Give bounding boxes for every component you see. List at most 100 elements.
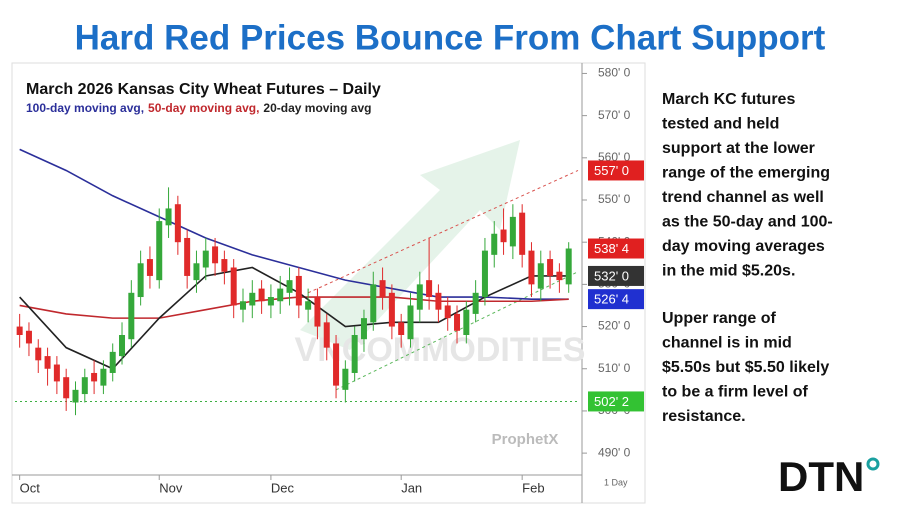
candle-body bbox=[286, 280, 293, 293]
price-label: 557' 0 bbox=[594, 163, 629, 178]
candle-body bbox=[426, 280, 433, 298]
candle-body bbox=[221, 259, 228, 272]
watermark: VNCOMMODITIES bbox=[295, 331, 586, 369]
candle-body bbox=[323, 322, 330, 348]
candle-body bbox=[547, 259, 554, 276]
candle-body bbox=[212, 246, 219, 264]
candle-body bbox=[72, 389, 79, 403]
commentary: March KC futures tested and held support a… bbox=[662, 91, 833, 425]
candle-body bbox=[491, 233, 498, 255]
commentary-line: March KC futures bbox=[662, 91, 795, 108]
x-tick-label: Dec bbox=[271, 480, 295, 495]
candle-body bbox=[481, 250, 488, 298]
candle-body bbox=[109, 351, 116, 373]
candle-body bbox=[500, 229, 507, 243]
candle-body bbox=[249, 292, 256, 306]
candle-body bbox=[258, 288, 265, 302]
candle-body bbox=[230, 267, 237, 306]
y-tick-label: 580' 0 bbox=[598, 66, 631, 80]
candle-body bbox=[63, 377, 70, 399]
candle-body bbox=[165, 208, 172, 226]
price-label-box bbox=[588, 160, 644, 181]
price-label-box bbox=[588, 265, 644, 286]
candle-body bbox=[444, 305, 451, 319]
candle-body bbox=[472, 292, 479, 314]
candle-body bbox=[156, 221, 163, 281]
price-label-box bbox=[588, 238, 644, 259]
price-label: 532' 0 bbox=[594, 268, 629, 283]
candle-body bbox=[528, 250, 535, 285]
x-tick-label: Nov bbox=[159, 480, 183, 495]
candle-body bbox=[463, 309, 470, 335]
candle-body bbox=[137, 263, 144, 298]
price-label: 538' 4 bbox=[594, 241, 629, 256]
candle-body bbox=[277, 288, 284, 302]
candle-body bbox=[379, 280, 386, 298]
candle-body bbox=[100, 368, 107, 386]
commentary-line: tested and held bbox=[662, 116, 779, 133]
y-tick-label: 510' 0 bbox=[598, 361, 631, 375]
commentary-line: trend channel as well bbox=[662, 189, 824, 206]
candle-body bbox=[537, 263, 544, 289]
trend-line bbox=[307, 170, 579, 294]
commentary-line: resistance. bbox=[662, 408, 746, 425]
chart-title: March 2026 Kansas City Wheat Futures – D… bbox=[26, 81, 381, 98]
price-label: 502' 2 bbox=[594, 394, 629, 409]
candle-body bbox=[314, 297, 321, 327]
candle-body bbox=[454, 313, 461, 331]
commentary-line: $5.50s but $5.50 likely bbox=[662, 359, 829, 376]
candle-body bbox=[119, 335, 126, 357]
x-tick-label: Feb bbox=[522, 480, 544, 495]
y-tick-label: 570' 0 bbox=[598, 108, 631, 122]
legend-entry: 50-day moving avg, bbox=[148, 101, 259, 115]
candle-body bbox=[174, 204, 181, 243]
slide-title: Hard Red Prices Bounce From Chart Suppor… bbox=[75, 18, 826, 57]
price-label-box bbox=[588, 289, 644, 310]
candle-body bbox=[53, 364, 60, 382]
candle-body bbox=[44, 356, 51, 369]
candle-body bbox=[509, 216, 516, 247]
y-tick-label: 550' 0 bbox=[598, 192, 631, 206]
commentary-line: day moving averages bbox=[662, 238, 825, 255]
candle-body bbox=[342, 368, 349, 390]
candle-body bbox=[193, 263, 200, 281]
x-tick-label: Oct bbox=[20, 480, 41, 495]
price-label-box bbox=[588, 391, 644, 412]
candle-body bbox=[388, 292, 395, 327]
candle-body bbox=[565, 248, 572, 285]
candle-body bbox=[128, 292, 135, 340]
logo-dot bbox=[866, 457, 880, 471]
candle-body bbox=[25, 330, 32, 344]
candle-body bbox=[333, 343, 340, 386]
commentary-line: in the mid $5.20s. bbox=[662, 263, 795, 280]
commentary-line: to be a firm level of bbox=[662, 384, 808, 401]
commentary-line: Upper range of bbox=[662, 310, 776, 327]
commentary-line: channel is in mid bbox=[662, 335, 792, 352]
legend-entry: 100-day moving avg, bbox=[26, 101, 144, 115]
candle-body bbox=[360, 318, 367, 340]
price-label: 526' 4 bbox=[594, 292, 629, 307]
y-tick-label: 520' 0 bbox=[598, 319, 631, 333]
candle-body bbox=[35, 347, 42, 361]
candle-body bbox=[519, 212, 526, 255]
candle-body bbox=[184, 237, 191, 276]
candle-body bbox=[16, 326, 23, 335]
candle-body bbox=[398, 322, 405, 335]
x-unit-label: 1 Day bbox=[604, 477, 628, 487]
candle-body bbox=[146, 259, 153, 276]
candle-body bbox=[556, 271, 563, 281]
candle-body bbox=[435, 292, 442, 310]
commentary-line: support at the lower bbox=[662, 140, 815, 157]
candle-body bbox=[295, 275, 302, 306]
candle-body bbox=[267, 297, 274, 306]
candle-body bbox=[416, 284, 423, 310]
candle-body bbox=[239, 301, 246, 310]
candle-body bbox=[305, 301, 312, 310]
brand: ProphetX bbox=[492, 431, 559, 448]
commentary-line: as the 50-day and 100- bbox=[662, 214, 833, 231]
commentary-line: range of the emerging bbox=[662, 165, 830, 182]
candle-body bbox=[407, 305, 414, 340]
